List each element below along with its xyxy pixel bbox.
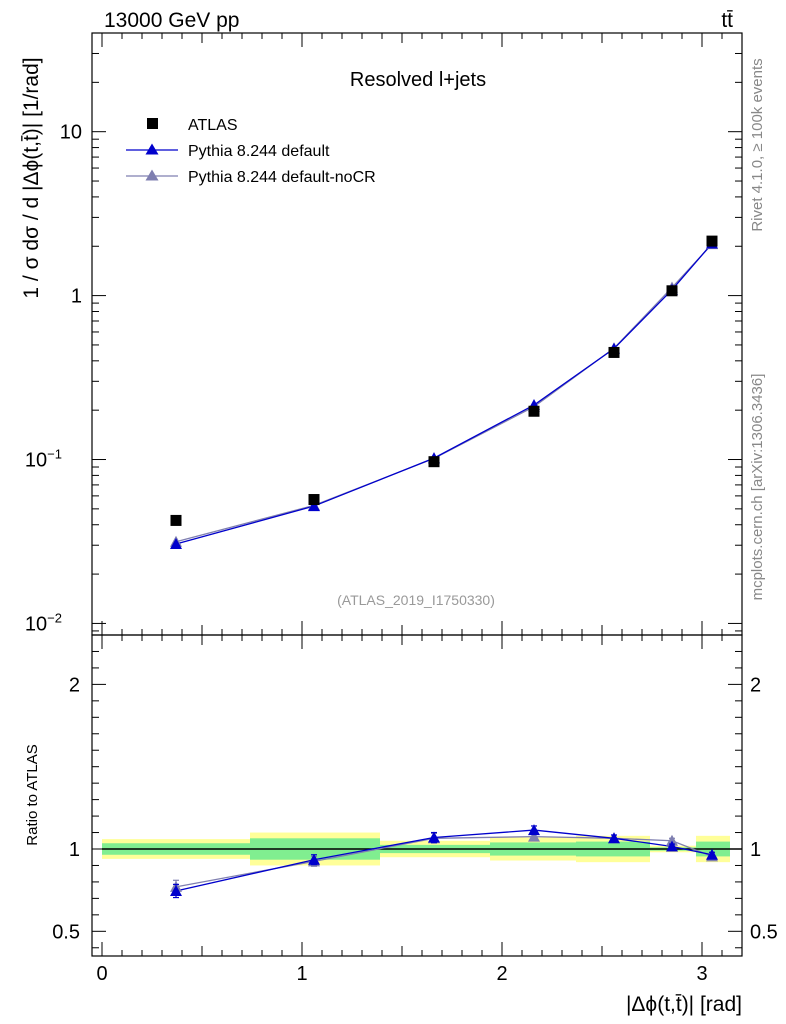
ratio-default-point [170, 884, 182, 896]
nocr-series-line [175, 243, 713, 543]
ratio-y-tick-labels: 2 2 1 1 0.5 0.5 [52, 674, 778, 943]
legend-marker-default [145, 143, 159, 155]
ratio-nocr-point [528, 830, 540, 842]
ratio-y-tick-label: 2 [69, 674, 80, 696]
ratio-nocr-point [666, 834, 678, 846]
ratio-y-tick-label: 0.5 [52, 921, 80, 943]
main-y-tick-label: 1 [71, 286, 82, 308]
mcplots-source-label: mcplots.cern.ch [arXiv:1306.3436] [749, 374, 766, 601]
main-plot: Resolved l+jets (ATLAS_2019_I1750330) 1 … [20, 32, 743, 636]
main-y-tick-label: 10−2 [25, 610, 62, 635]
ratio-y-tick-label: 1 [69, 839, 80, 861]
legend-label-atlas: ATLAS [188, 117, 238, 134]
atlas-point [428, 456, 440, 468]
header-energy-label: 13000 GeV pp [104, 9, 239, 32]
x-tick-label: 0 [96, 963, 107, 985]
main-series-layer [170, 235, 718, 550]
x-tick-label: 1 [296, 963, 307, 985]
analysis-id-label: (ATLAS_2019_I1750330) [337, 592, 495, 608]
default-point [308, 500, 320, 512]
main-axis-ticks [92, 32, 743, 635]
legend-label-nocr: Pythia 8.244 default-noCR [188, 169, 376, 186]
main-y-tick-label: 10−1 [25, 447, 62, 472]
ratio-default-point [608, 832, 620, 844]
x-tick-label: 2 [496, 963, 507, 985]
ratio-y-tick-label-right: 1 [750, 839, 761, 861]
atlas-point [170, 514, 182, 526]
atlas-point [608, 346, 620, 358]
ratio-uncertainty-bands [102, 832, 742, 866]
ratio-y-tick-label-right: 0.5 [750, 921, 778, 943]
default-series-line [175, 243, 713, 545]
x-tick-label: 3 [696, 963, 707, 985]
main-y-axis-title: 1 / σ dσ / d |Δϕ(t,t̄)| [1/rad] [20, 57, 43, 298]
main-plot-title: Resolved l+jets [350, 69, 486, 91]
atlas-point [706, 235, 718, 247]
legend: ATLAS Pythia 8.244 default Pythia 8.244 … [126, 117, 376, 186]
ratio-default-point [666, 840, 678, 852]
header-process-label: tt̄ [721, 9, 733, 32]
x-axis-title: |Δϕ(t,t̄)| [rad] [626, 993, 742, 1016]
ratio-default-point [428, 831, 440, 843]
atlas-point [666, 285, 678, 297]
ratio-y-axis-title: Ratio to ATLAS [24, 744, 41, 845]
legend-marker-atlas [147, 118, 158, 129]
ratio-y-tick-label-right: 2 [750, 674, 761, 696]
ratio-default-point [308, 853, 320, 865]
atlas-point [528, 405, 540, 417]
ratio-plot: Ratio to ATLAS |Δϕ(t,t̄)| [rad] 2 2 1 1 0.5 0… [24, 634, 778, 1016]
ratio-default-point [706, 848, 718, 860]
main-y-tick-label: 10 [60, 122, 82, 144]
atlas-point [308, 494, 320, 506]
legend-marker-nocr [145, 169, 159, 181]
ratio-default-point [528, 824, 540, 836]
default-point [170, 538, 182, 550]
ratio-plot-frame [91, 634, 743, 957]
x-tick-labels: 0 1 2 3 [96, 963, 707, 985]
legend-label-default: Pythia 8.244 default [188, 143, 330, 160]
ratio-axis-ticks [92, 634, 743, 956]
ratio-series-layer [170, 824, 718, 899]
rivet-version-label: Rivet 4.1.0, ≥ 100k events [749, 58, 766, 231]
